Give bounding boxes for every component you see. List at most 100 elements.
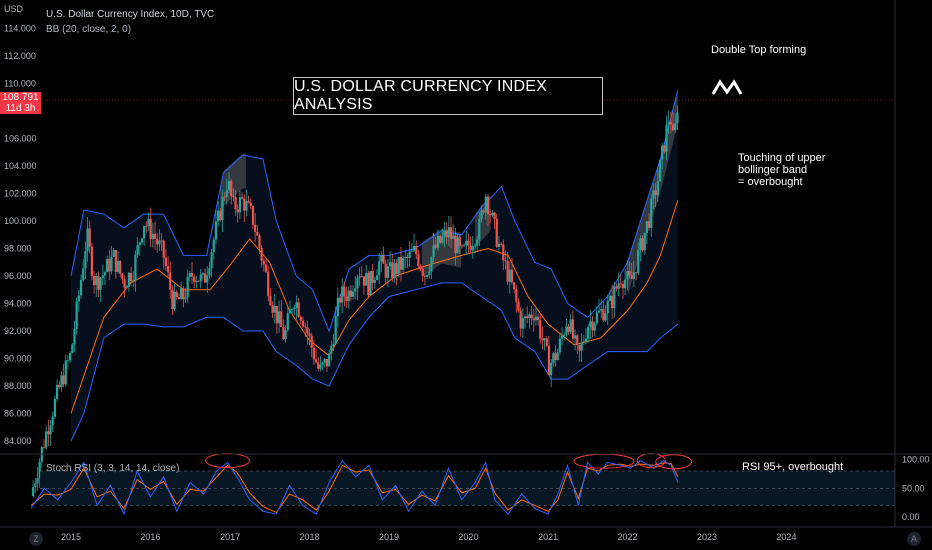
candle-body[interactable]: [671, 124, 675, 131]
candle-body[interactable]: [221, 196, 224, 221]
candle-body[interactable]: [282, 326, 285, 339]
candle-body[interactable]: [334, 316, 337, 344]
candle-body[interactable]: [648, 221, 651, 228]
bb-indicator-label[interactable]: BB (20, close, 2, 0): [46, 24, 132, 35]
candle-body[interactable]: [110, 256, 113, 272]
candle-body[interactable]: [208, 268, 211, 276]
candle-body[interactable]: [408, 251, 411, 258]
candle-body[interactable]: [53, 398, 56, 417]
candle-body[interactable]: [425, 275, 429, 277]
candle-body[interactable]: [654, 190, 657, 196]
candle-body[interactable]: [343, 286, 346, 297]
candle-body[interactable]: [391, 262, 394, 279]
candle-body[interactable]: [121, 273, 124, 280]
candle-body[interactable]: [478, 219, 481, 240]
candle-body[interactable]: [38, 461, 41, 479]
candle-body[interactable]: [240, 197, 244, 199]
candle-body[interactable]: [589, 321, 592, 327]
candle-body[interactable]: [676, 112, 679, 124]
candle-body[interactable]: [421, 269, 424, 276]
candle-body[interactable]: [73, 329, 76, 345]
candle-body[interactable]: [295, 302, 298, 308]
candle-body[interactable]: [123, 279, 126, 288]
candle-body[interactable]: [164, 257, 167, 266]
candle-body[interactable]: [375, 275, 379, 280]
candle-body[interactable]: [317, 362, 320, 369]
candle-body[interactable]: [417, 254, 420, 267]
candle-body[interactable]: [347, 290, 350, 301]
candle-body[interactable]: [217, 210, 220, 222]
candle-body[interactable]: [382, 255, 385, 264]
candle-body[interactable]: [60, 375, 63, 388]
candle-body[interactable]: [291, 309, 294, 310]
candle-body[interactable]: [212, 239, 215, 253]
candle-body[interactable]: [532, 318, 535, 321]
candle-body[interactable]: [119, 260, 122, 274]
candle-body[interactable]: [658, 159, 662, 182]
candle-body[interactable]: [99, 277, 102, 290]
candle-body[interactable]: [328, 353, 331, 367]
candle-body[interactable]: [180, 288, 183, 300]
candle-body[interactable]: [97, 276, 100, 290]
candle-body[interactable]: [462, 245, 466, 246]
candle-body[interactable]: [129, 272, 133, 282]
candle-body[interactable]: [388, 262, 392, 267]
candle-body[interactable]: [210, 252, 213, 269]
candle-body[interactable]: [219, 210, 222, 221]
candle-body[interactable]: [106, 258, 109, 273]
candle-body[interactable]: [558, 338, 561, 353]
candle-body[interactable]: [356, 277, 359, 289]
symbol-title[interactable]: U.S. Dollar Currency Index, 10D, TVC: [46, 9, 215, 20]
candle-body[interactable]: [158, 240, 161, 245]
candle-body[interactable]: [227, 180, 231, 191]
candle-body[interactable]: [626, 271, 629, 280]
candle-body[interactable]: [460, 245, 464, 247]
candle-body[interactable]: [79, 280, 83, 296]
candle-body[interactable]: [92, 275, 96, 286]
candle-body[interactable]: [534, 316, 538, 321]
candle-body[interactable]: [351, 291, 355, 297]
candle-body[interactable]: [143, 225, 146, 239]
candle-body[interactable]: [47, 431, 50, 435]
candle-body[interactable]: [269, 295, 272, 306]
candle-body[interactable]: [395, 263, 398, 274]
candle-body[interactable]: [373, 279, 376, 283]
candle-body[interactable]: [493, 212, 496, 219]
candle-body[interactable]: [471, 246, 474, 251]
candle-body[interactable]: [175, 291, 178, 298]
candle-body[interactable]: [430, 257, 433, 272]
candle-body[interactable]: [615, 286, 618, 289]
candle-body[interactable]: [156, 238, 159, 245]
candle-body[interactable]: [297, 302, 300, 317]
candle-body[interactable]: [40, 447, 43, 462]
candle-body[interactable]: [515, 289, 518, 302]
candle-body[interactable]: [499, 243, 503, 245]
auto-scale-control[interactable]: A: [907, 532, 921, 546]
candle-body[interactable]: [166, 265, 170, 273]
candle-body[interactable]: [571, 319, 575, 339]
candle-body[interactable]: [412, 246, 416, 251]
candle-body[interactable]: [536, 316, 540, 321]
candle-body[interactable]: [86, 228, 89, 252]
candle-body[interactable]: [260, 248, 263, 261]
candle-body[interactable]: [310, 335, 313, 348]
candle-body[interactable]: [149, 218, 152, 240]
candle-body[interactable]: [480, 210, 483, 220]
candle-body[interactable]: [469, 245, 472, 251]
candle-body[interactable]: [341, 286, 344, 303]
candle-body[interactable]: [116, 260, 120, 272]
candle-body[interactable]: [543, 338, 546, 341]
candle-body[interactable]: [445, 230, 448, 238]
candle-body[interactable]: [299, 316, 302, 321]
candle-body[interactable]: [482, 210, 485, 213]
candle-body[interactable]: [101, 275, 104, 278]
candle-body[interactable]: [223, 196, 226, 198]
candle-body[interactable]: [541, 338, 544, 341]
candle-body[interactable]: [423, 275, 427, 277]
candle-body[interactable]: [151, 233, 154, 240]
candle-body[interactable]: [582, 341, 585, 343]
candle-body[interactable]: [140, 238, 144, 243]
candle-body[interactable]: [71, 344, 74, 353]
candle-body[interactable]: [593, 323, 596, 331]
candle-body[interactable]: [399, 257, 403, 270]
